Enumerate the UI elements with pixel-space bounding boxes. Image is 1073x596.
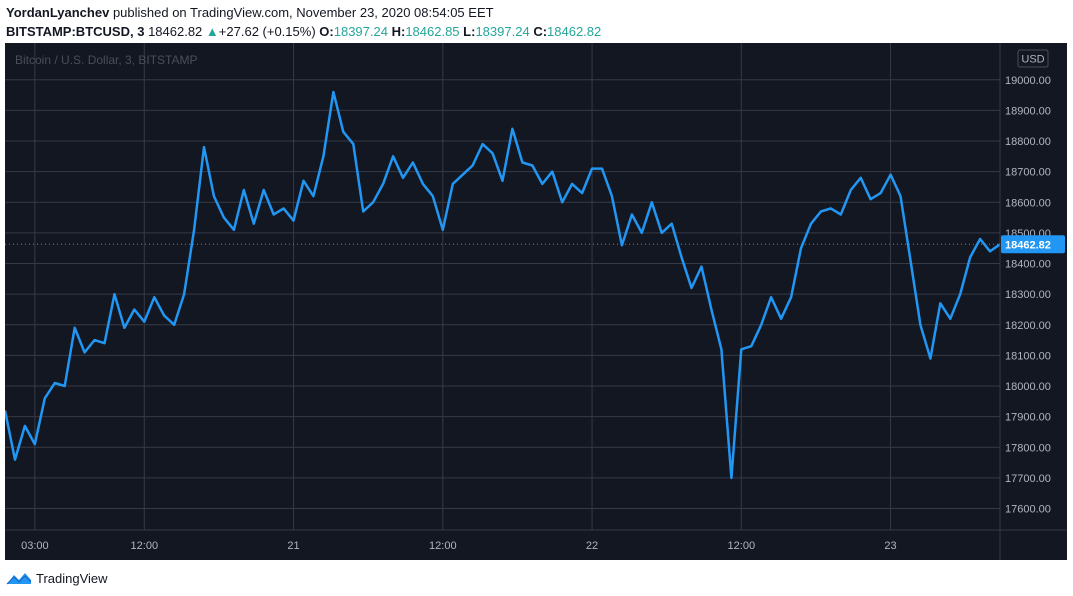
high-value: 18462.85	[405, 24, 460, 39]
x-tick-label: 22	[586, 540, 598, 552]
last-price-tag: 18462.82	[1001, 235, 1065, 254]
open-label: O:	[319, 24, 334, 39]
up-arrow-icon: ▲	[205, 24, 219, 39]
y-tick-label: 19000.00	[1005, 75, 1051, 87]
x-tick-label: 23	[884, 540, 896, 552]
y-tick-label: 18400.00	[1005, 259, 1051, 271]
low-label: L:	[463, 24, 476, 39]
y-tick-label: 18300.00	[1005, 289, 1051, 301]
y-tick-label: 17700.00	[1005, 473, 1051, 485]
y-tick-label: 18200.00	[1005, 320, 1051, 332]
high-label: H:	[391, 24, 406, 39]
currency-badge[interactable]: USD	[1017, 49, 1049, 68]
price-tag-box	[1001, 235, 1065, 254]
published-text: published on TradingView.com, November 2…	[112, 5, 494, 20]
last-price: 18462.82	[148, 24, 203, 39]
author-name[interactable]: YordanLyanchev	[6, 5, 110, 20]
price-tag-label: 18462.82	[1005, 239, 1051, 251]
chart-area[interactable]: Bitcoin / U.S. Dollar, 3, BITSTAMP 17600…	[5, 43, 1067, 560]
publish-line: YordanLyanchev published on TradingView.…	[6, 4, 1066, 22]
x-tick-label: 12:00	[131, 540, 159, 552]
y-tick-label: 17600.00	[1005, 504, 1051, 516]
series-line-btcusd	[5, 90, 1001, 480]
y-tick-label: 17800.00	[1005, 442, 1051, 454]
y-tick-label: 18600.00	[1005, 197, 1051, 209]
price-axis[interactable]: 17600.00 17700.00 17800.00 17900.00 18000.00…	[1005, 75, 1051, 516]
y-tick-label: 18800.00	[1005, 136, 1051, 148]
y-tick-label: 18700.00	[1005, 167, 1051, 179]
price-change: +27.62 (+0.15%)	[218, 24, 316, 39]
x-tick-label: 12:00	[728, 540, 756, 552]
close-label: C:	[533, 24, 548, 39]
tradingview-logo-icon	[6, 573, 32, 585]
x-tick-label: 03:00	[21, 540, 49, 552]
footer-brand[interactable]: TradingView	[36, 570, 108, 586]
currency-badge-box	[1017, 49, 1049, 68]
series-group	[5, 90, 1001, 480]
ohlc-line: BITSTAMP:BTCUSD, 3 18462.82 ▲+27.62 (+0.…	[6, 23, 1066, 41]
time-axis[interactable]: 03:00 12:00 21 12:00 22 12:00 23	[21, 540, 897, 552]
open-value: 18397.24	[333, 24, 388, 39]
x-tick-label: 21	[287, 540, 299, 552]
y-tick-label: 18100.00	[1005, 350, 1051, 362]
close-value: 18462.82	[547, 24, 602, 39]
grid-lines	[5, 43, 1000, 530]
chart-header: YordanLyanchev published on TradingView.…	[6, 4, 1066, 41]
chart-watermark: Bitcoin / U.S. Dollar, 3, BITSTAMP	[15, 53, 198, 67]
currency-label: USD	[1021, 54, 1044, 66]
price-chart[interactable]: Bitcoin / U.S. Dollar, 3, BITSTAMP 17600…	[5, 43, 1067, 560]
x-tick-label: 12:00	[429, 540, 457, 552]
low-value: 18397.24	[475, 24, 530, 39]
symbol-label: BITSTAMP:BTCUSD, 3	[6, 24, 145, 39]
y-tick-label: 17900.00	[1005, 412, 1051, 424]
y-tick-label: 18900.00	[1005, 105, 1051, 117]
y-tick-label: 18000.00	[1005, 381, 1051, 393]
footer: TradingView	[6, 568, 108, 588]
